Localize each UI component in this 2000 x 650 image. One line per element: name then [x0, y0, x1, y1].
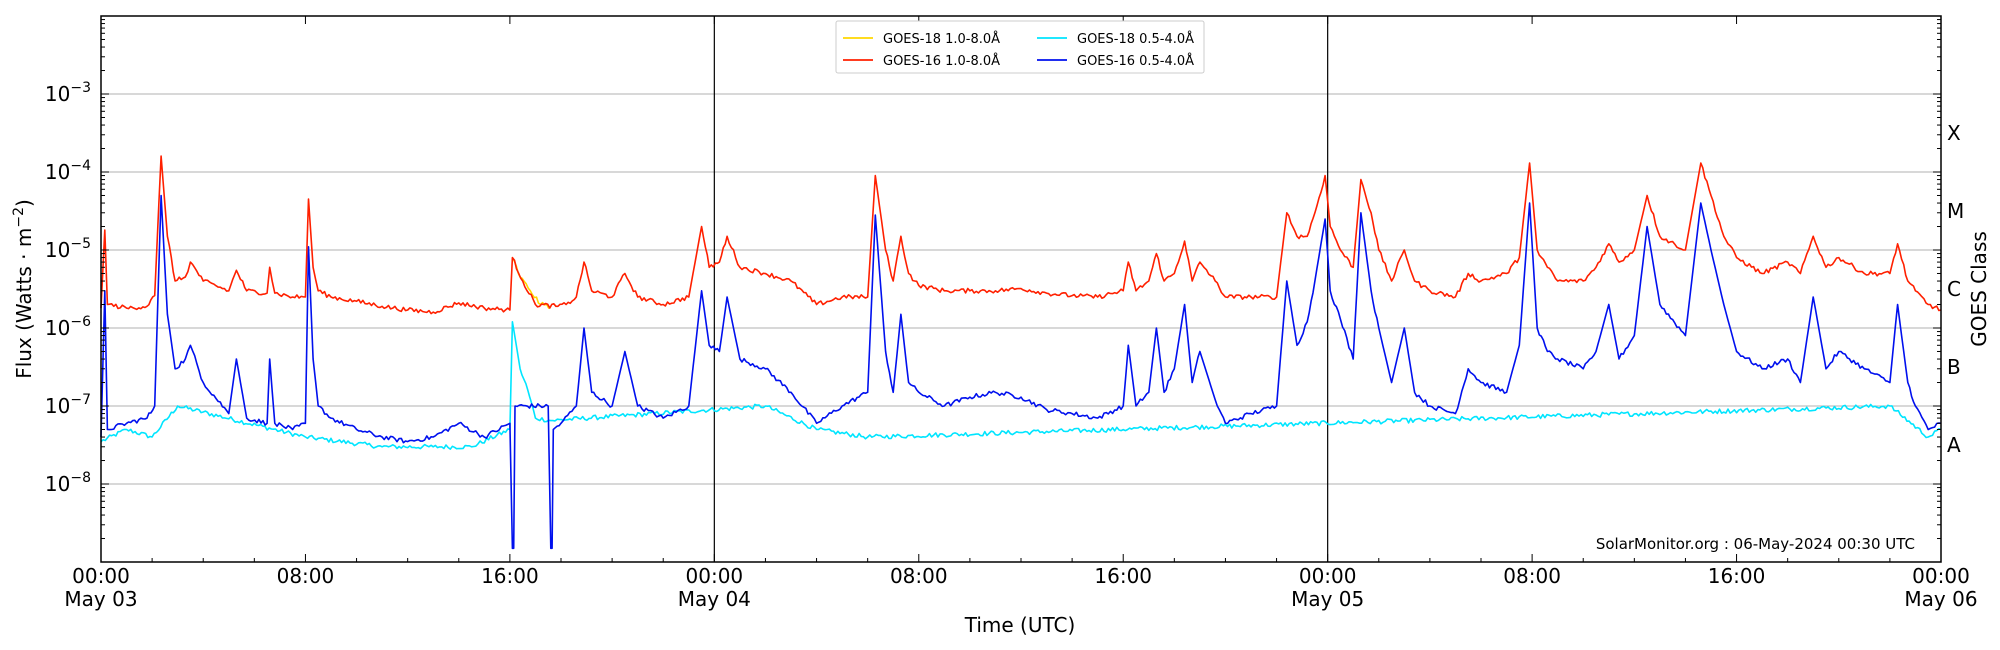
x-tick-label: 00:00	[72, 564, 130, 588]
goes-class-label: C	[1947, 277, 1961, 301]
x-tick-date-label: May 04	[678, 587, 751, 611]
timestamp-annotation: SolarMonitor.org : 06-May-2024 00:30 UTC	[1596, 535, 1915, 553]
x-tick-label: 16:00	[1708, 564, 1766, 588]
x-tick-label: 08:00	[890, 564, 948, 588]
series-line	[511, 257, 552, 309]
goes-class-label: M	[1947, 199, 1964, 223]
series-line	[100, 321, 1942, 450]
legend-label: GOES-16 0.5-4.0Å	[1077, 53, 1194, 69]
x-tick-label: 08:00	[277, 564, 335, 588]
y-tick-labels: 10−8 10−7 10−6 10−5 10−4 10−3	[45, 80, 91, 496]
legend-box	[835, 20, 1205, 74]
y-tick-label: 10−4	[45, 158, 91, 184]
series-lines	[100, 155, 1942, 550]
y-tick-label: 10−6	[45, 314, 91, 340]
x-tick-date-label: May 03	[64, 587, 137, 611]
series-line	[100, 194, 1942, 550]
x-tick-date-label: May 06	[1904, 587, 1977, 611]
goes-class-labels: A B C M X	[1947, 121, 1964, 457]
y-tick-label: 10−5	[45, 236, 91, 262]
y-tick-label: 10−8	[45, 470, 91, 496]
y-axis-label: Flux (Watts · m−2)	[11, 199, 36, 379]
series-line	[100, 155, 1942, 315]
x-axis-label: Time (UTC)	[964, 613, 1076, 637]
legend-label: GOES-18 0.5-4.0Å	[1077, 31, 1194, 47]
goes-class-label: X	[1947, 121, 1961, 145]
axis-ticks	[100, 16, 1942, 563]
legend-label: GOES-18 1.0-8.0Å	[883, 31, 1000, 47]
x-tick-label: 00:00	[686, 564, 744, 588]
x-tick-date-label: May 05	[1291, 587, 1364, 611]
x-tick-label: 16:00	[1094, 564, 1152, 588]
x-tick-label: 08:00	[1503, 564, 1561, 588]
x-tick-label: 00:00	[1299, 564, 1357, 588]
x-tick-label: 00:00	[1912, 564, 1970, 588]
y-tick-label: 10−3	[45, 80, 91, 106]
legend-label: GOES-16 1.0-8.0Å	[883, 53, 1000, 69]
day-boundary-lines	[713, 16, 1329, 562]
x-tick-label: 16:00	[481, 564, 539, 588]
goes-class-label: B	[1947, 355, 1961, 379]
goes-class-label: A	[1947, 433, 1961, 457]
y-tick-label: 10−7	[45, 392, 91, 418]
legend: GOES-18 1.0-8.0Å GOES-16 1.0-8.0Å GOES-18 …	[835, 20, 1205, 74]
right-axis-label: GOES Class	[1967, 231, 1991, 347]
grid-lines	[101, 93, 1941, 485]
